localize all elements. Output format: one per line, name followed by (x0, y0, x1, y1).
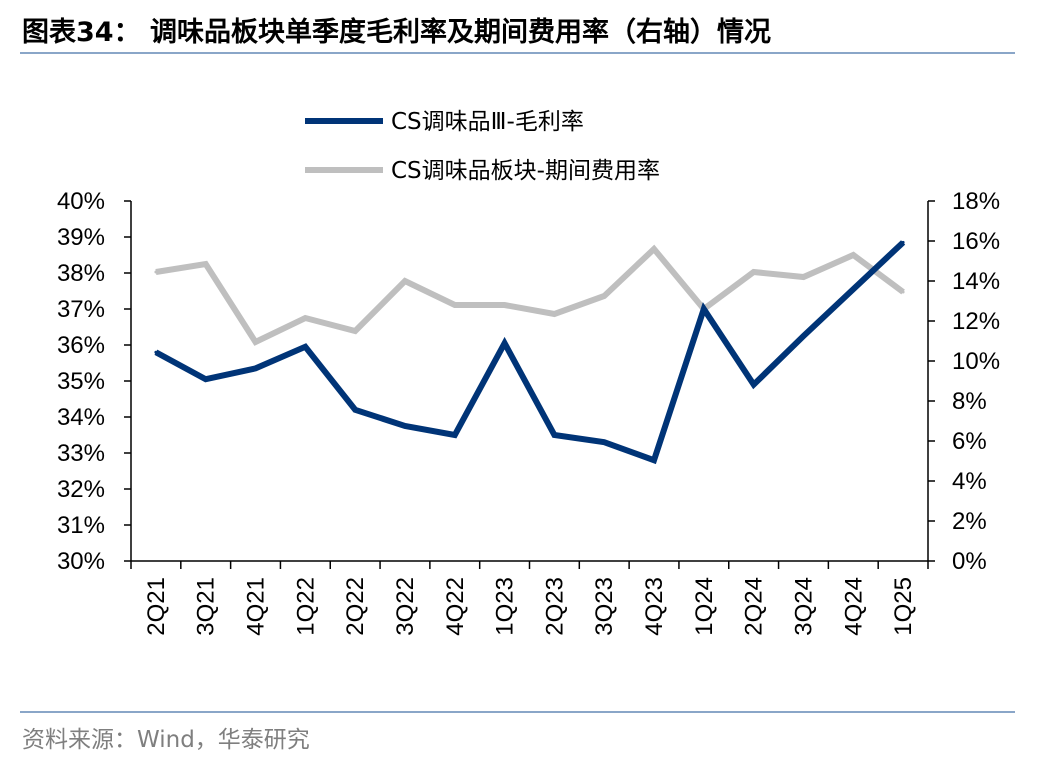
left-tick-label: 39% (57, 224, 105, 251)
x-tick-label: 1Q23 (492, 577, 519, 636)
right-tick-label: 4% (952, 468, 987, 495)
footer-rule (20, 711, 1015, 713)
left-tick-label: 34% (57, 404, 105, 431)
x-tick-label: 1Q22 (292, 577, 319, 636)
x-tick-label: 1Q24 (691, 577, 718, 636)
x-tick-label: 3Q21 (193, 577, 220, 636)
series-2-point (901, 290, 905, 294)
series-2-point (453, 303, 457, 307)
series-2-point (602, 294, 606, 298)
left-tick-label: 37% (57, 296, 105, 323)
series-line-1 (154, 240, 906, 465)
series-2-point (552, 312, 556, 316)
x-tick-label: 3Q23 (591, 577, 618, 636)
legend-label-1: CS调味品Ⅲ-毛利率 (391, 109, 584, 135)
series-2-point (403, 279, 407, 283)
left-tick-label: 38% (57, 260, 105, 287)
right-tick-label: 16% (952, 228, 1000, 255)
series-2-point (851, 253, 855, 257)
left-tick-label: 40% (57, 188, 105, 215)
right-tick-label: 12% (952, 308, 1000, 335)
right-tick-label: 18% (952, 188, 1000, 215)
chart-title: 图表34： 调味品板块单季度毛利率及期间费用率（右轴）情况 (22, 17, 771, 48)
x-tick-label: 4Q21 (243, 577, 270, 636)
right-tick-label: 0% (952, 548, 987, 575)
left-tick-label: 32% (57, 476, 105, 503)
series-2-point (752, 270, 756, 274)
left-tick-label: 36% (57, 332, 105, 359)
x-tick-label: 4Q23 (641, 577, 668, 636)
series-2-point (503, 303, 507, 307)
x-tick-label: 3Q24 (790, 577, 817, 636)
right-tick-label: 8% (952, 388, 987, 415)
right-tick-label: 6% (952, 428, 987, 455)
chart-series (154, 240, 906, 465)
x-tick-label: 1Q25 (890, 577, 917, 636)
x-tick-label: 2Q21 (143, 577, 170, 636)
series-line-2 (155, 244, 905, 346)
x-tick-label: 2Q24 (741, 577, 768, 636)
series-2-point (303, 316, 307, 320)
series-2-point (353, 329, 357, 333)
right-tick-label: 2% (952, 508, 987, 535)
x-tick-label: 4Q24 (840, 577, 867, 636)
title-rule (20, 52, 1015, 54)
legend-label-2: CS调味品板块-期间费用率 (391, 158, 660, 184)
left-tick-label: 35% (57, 368, 105, 395)
series-2-point (801, 275, 805, 279)
chart-axes: 30% 31% 32% 33% 34% 35% 36% 37% 38% 39% 40% 0% 2% 4% 6… (57, 188, 1000, 636)
series-2-point (204, 262, 208, 266)
left-tick-label: 33% (57, 440, 105, 467)
x-tick-label: 2Q22 (342, 577, 369, 636)
source-note: 资料来源：Wind，华泰研究 (22, 727, 310, 753)
series-2-point (652, 247, 656, 251)
left-tick-label: 31% (57, 512, 105, 539)
left-tick-label: 30% (57, 548, 105, 575)
x-tick-label: 4Q22 (442, 577, 469, 636)
x-tick-label: 2Q23 (541, 577, 568, 636)
series-2-point (254, 340, 258, 344)
right-tick-label: 14% (952, 268, 1000, 295)
chart-legend: CS调味品Ⅲ-毛利率 CS调味品板块-期间费用率 (305, 109, 660, 184)
series-2-point (154, 270, 158, 274)
x-tick-label: 3Q22 (392, 577, 419, 636)
right-tick-label: 10% (952, 348, 1000, 375)
